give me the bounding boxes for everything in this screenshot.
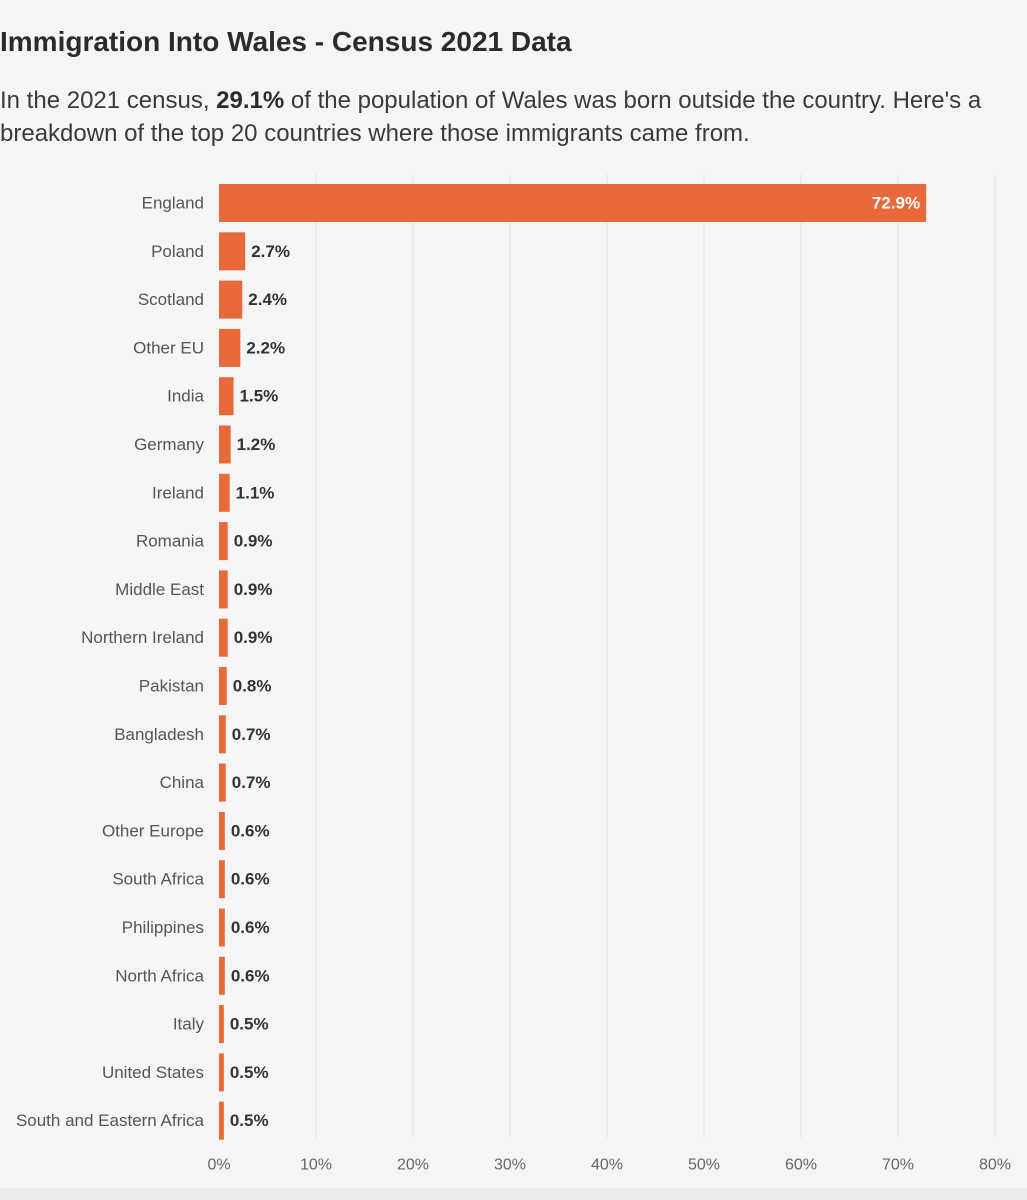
value-label: 0.6% — [231, 966, 270, 985]
category-label: South Africa — [112, 870, 204, 889]
value-label: 0.6% — [231, 870, 270, 889]
x-tick-label: 30% — [494, 1157, 526, 1174]
category-label: China — [160, 773, 205, 792]
value-label: 0.8% — [233, 677, 272, 696]
value-label: 0.7% — [232, 725, 271, 744]
bar — [219, 956, 225, 995]
value-label: 0.6% — [231, 918, 270, 937]
value-label: 0.9% — [234, 628, 273, 647]
bar — [219, 811, 225, 850]
category-label: Scotland — [138, 290, 204, 309]
subtitle-highlight: 29.1% — [216, 87, 285, 114]
bar — [219, 618, 228, 657]
category-label: Italy — [173, 1015, 205, 1034]
value-label: 0.6% — [231, 821, 270, 840]
value-label: 0.9% — [234, 532, 273, 551]
value-label: 0.5% — [230, 1063, 269, 1082]
bar — [219, 280, 243, 319]
value-label: 72.9% — [872, 194, 920, 213]
category-label: South and Eastern Africa — [16, 1111, 205, 1130]
category-label: Other Europe — [102, 821, 204, 840]
x-tick-label: 20% — [397, 1157, 429, 1174]
bar — [219, 1053, 224, 1092]
bar-chart: England 72.9% Poland 2.7% Scotland 2.4% Other … — [16, 174, 1011, 1174]
bar — [219, 425, 231, 464]
subtitle-text-after: of the population of Wales was born outs… — [0, 87, 982, 147]
bar — [219, 1101, 224, 1140]
value-label: 0.5% — [230, 1015, 269, 1034]
value-label: 0.5% — [230, 1111, 269, 1130]
bar — [219, 763, 226, 802]
bar — [219, 667, 227, 705]
category-label: Bangladesh — [114, 725, 204, 744]
category-label: Ireland — [152, 483, 204, 502]
chart-subtitle: In the 2021 census, 29.1% of the populat… — [0, 84, 1027, 150]
x-tick-label: 0% — [207, 1157, 230, 1174]
x-tick-label: 50% — [688, 1157, 720, 1174]
category-label: Germany — [134, 435, 204, 454]
bar — [219, 1005, 224, 1044]
value-label: 2.2% — [246, 338, 285, 357]
x-tick-label: 70% — [882, 1157, 914, 1174]
category-label: Romania — [136, 532, 205, 551]
bar — [219, 715, 226, 754]
bar — [219, 908, 225, 947]
bar — [219, 377, 234, 416]
value-label: 1.5% — [240, 387, 279, 406]
category-label: England — [142, 194, 204, 213]
category-label: Other EU — [133, 338, 204, 357]
category-label: Pakistan — [139, 677, 204, 696]
x-tick-label: 10% — [300, 1157, 332, 1174]
value-label: 0.7% — [232, 773, 271, 792]
bar — [219, 860, 225, 899]
category-label: India — [167, 387, 204, 406]
bar — [219, 184, 927, 222]
value-label: 1.1% — [236, 483, 275, 502]
x-tick-label: 40% — [591, 1157, 623, 1174]
bar — [219, 232, 246, 271]
bar — [219, 522, 228, 561]
subtitle-text-before: In the 2021 census, — [0, 87, 217, 114]
bar — [219, 570, 228, 609]
value-label: 2.7% — [251, 242, 290, 261]
category-label: North Africa — [115, 966, 204, 985]
category-label: Middle East — [115, 580, 204, 599]
value-label: 2.4% — [248, 290, 287, 309]
value-label: 1.2% — [237, 435, 276, 454]
x-tick-label: 60% — [785, 1157, 817, 1174]
bottom-strip — [0, 1188, 1027, 1200]
chart-title: Immigration Into Wales - Census 2021 Dat… — [0, 26, 572, 57]
x-tick-label: 80% — [979, 1157, 1011, 1174]
value-label: 0.9% — [234, 580, 273, 599]
category-label: Poland — [151, 242, 204, 261]
bar — [219, 328, 241, 367]
bar — [219, 473, 230, 512]
category-label: Philippines — [122, 918, 204, 937]
category-label: United States — [102, 1063, 204, 1082]
category-label: Northern Ireland — [81, 628, 204, 647]
